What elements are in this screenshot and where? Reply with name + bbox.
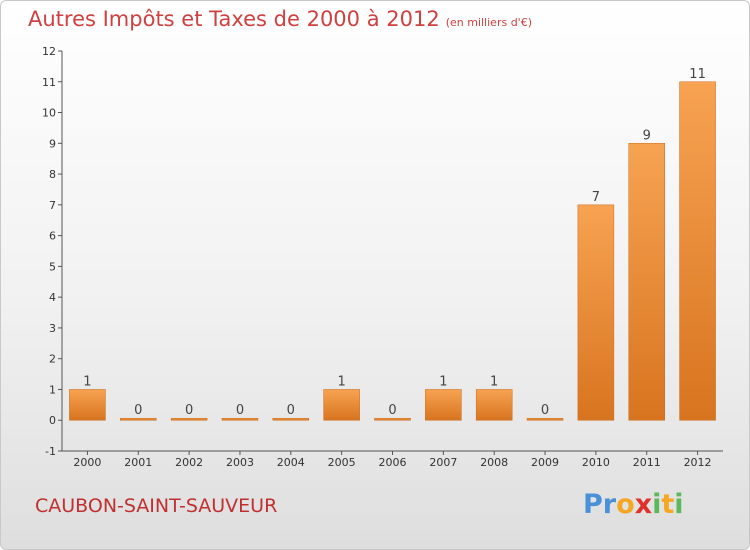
x-tick-label: 2008 <box>480 456 508 469</box>
bar-value-label: 1 <box>439 374 447 389</box>
bar-value-label: 1 <box>83 374 91 389</box>
y-tick-label: 5 <box>49 260 56 273</box>
y-tick-label: 11 <box>42 76 56 89</box>
bar <box>425 389 462 421</box>
bar-value-label: 7 <box>592 190 600 205</box>
y-tick-label: 4 <box>49 291 56 304</box>
y-tick-label: 6 <box>49 230 56 243</box>
y-tick-label: 2 <box>49 353 56 366</box>
proxiti-logo: Proxiti <box>583 489 684 520</box>
logo-letter: t <box>661 489 675 520</box>
bar <box>221 417 259 421</box>
bar-value-label: 11 <box>689 67 706 82</box>
logo-letter: o <box>616 489 635 520</box>
bar <box>323 389 360 421</box>
bar <box>170 417 208 421</box>
x-tick-label: 2011 <box>633 456 661 469</box>
y-tick-label: 12 <box>42 45 56 58</box>
bar <box>272 417 310 421</box>
y-tick-label: 9 <box>49 137 56 150</box>
bar <box>374 417 411 421</box>
x-tick-label: 2007 <box>429 456 457 469</box>
bar-value-label: 1 <box>338 374 346 389</box>
x-tick-label: 2001 <box>124 456 152 469</box>
bar <box>475 389 513 421</box>
chart-title-text: Autres Impôts et Taxes de 2000 à 2012 <box>28 7 440 31</box>
bar <box>69 389 106 421</box>
bar-value-label: 1 <box>490 374 498 389</box>
commune-name: CAUBON-SAINT-SAUVEUR <box>35 495 278 517</box>
chart-title: Autres Impôts et Taxes de 2000 à 2012 (en… <box>28 7 532 31</box>
logo-letter: i <box>674 489 684 520</box>
y-tick-label: 0 <box>49 414 56 427</box>
x-tick-label: 2002 <box>175 456 203 469</box>
bar <box>628 143 665 421</box>
bar-value-label: 9 <box>643 128 651 143</box>
logo-letter: r <box>602 489 617 520</box>
bar-value-label: 0 <box>287 403 295 418</box>
bar <box>526 417 564 421</box>
y-tick-label: 1 <box>49 383 56 396</box>
x-tick-label: 2003 <box>226 456 254 469</box>
x-tick-label: 2006 <box>379 456 407 469</box>
bar-value-label: 0 <box>541 403 549 418</box>
logo-letter: i <box>652 489 662 520</box>
logo-letter: P <box>583 489 603 520</box>
bar-value-label: 0 <box>388 403 396 418</box>
y-tick-label: 8 <box>49 168 56 181</box>
y-tick-label: -1 <box>45 445 56 458</box>
x-tick-label: 2000 <box>73 456 101 469</box>
bar <box>679 81 716 421</box>
bar <box>577 204 615 421</box>
x-tick-label: 2010 <box>582 456 610 469</box>
bar-value-label: 0 <box>236 403 244 418</box>
y-tick-label: 10 <box>42 107 56 120</box>
logo-letter: x <box>634 489 653 520</box>
y-tick-label: 3 <box>49 322 56 335</box>
chart-subtitle: (en milliers d'€) <box>445 16 532 29</box>
y-tick-label: 7 <box>49 199 56 212</box>
x-tick-label: 2004 <box>277 456 305 469</box>
bar-value-label: 0 <box>185 403 193 418</box>
x-tick-label: 2005 <box>328 456 356 469</box>
x-tick-label: 2012 <box>684 456 712 469</box>
bar-value-label: 0 <box>134 403 142 418</box>
bar <box>120 417 157 421</box>
x-tick-label: 2009 <box>531 456 559 469</box>
